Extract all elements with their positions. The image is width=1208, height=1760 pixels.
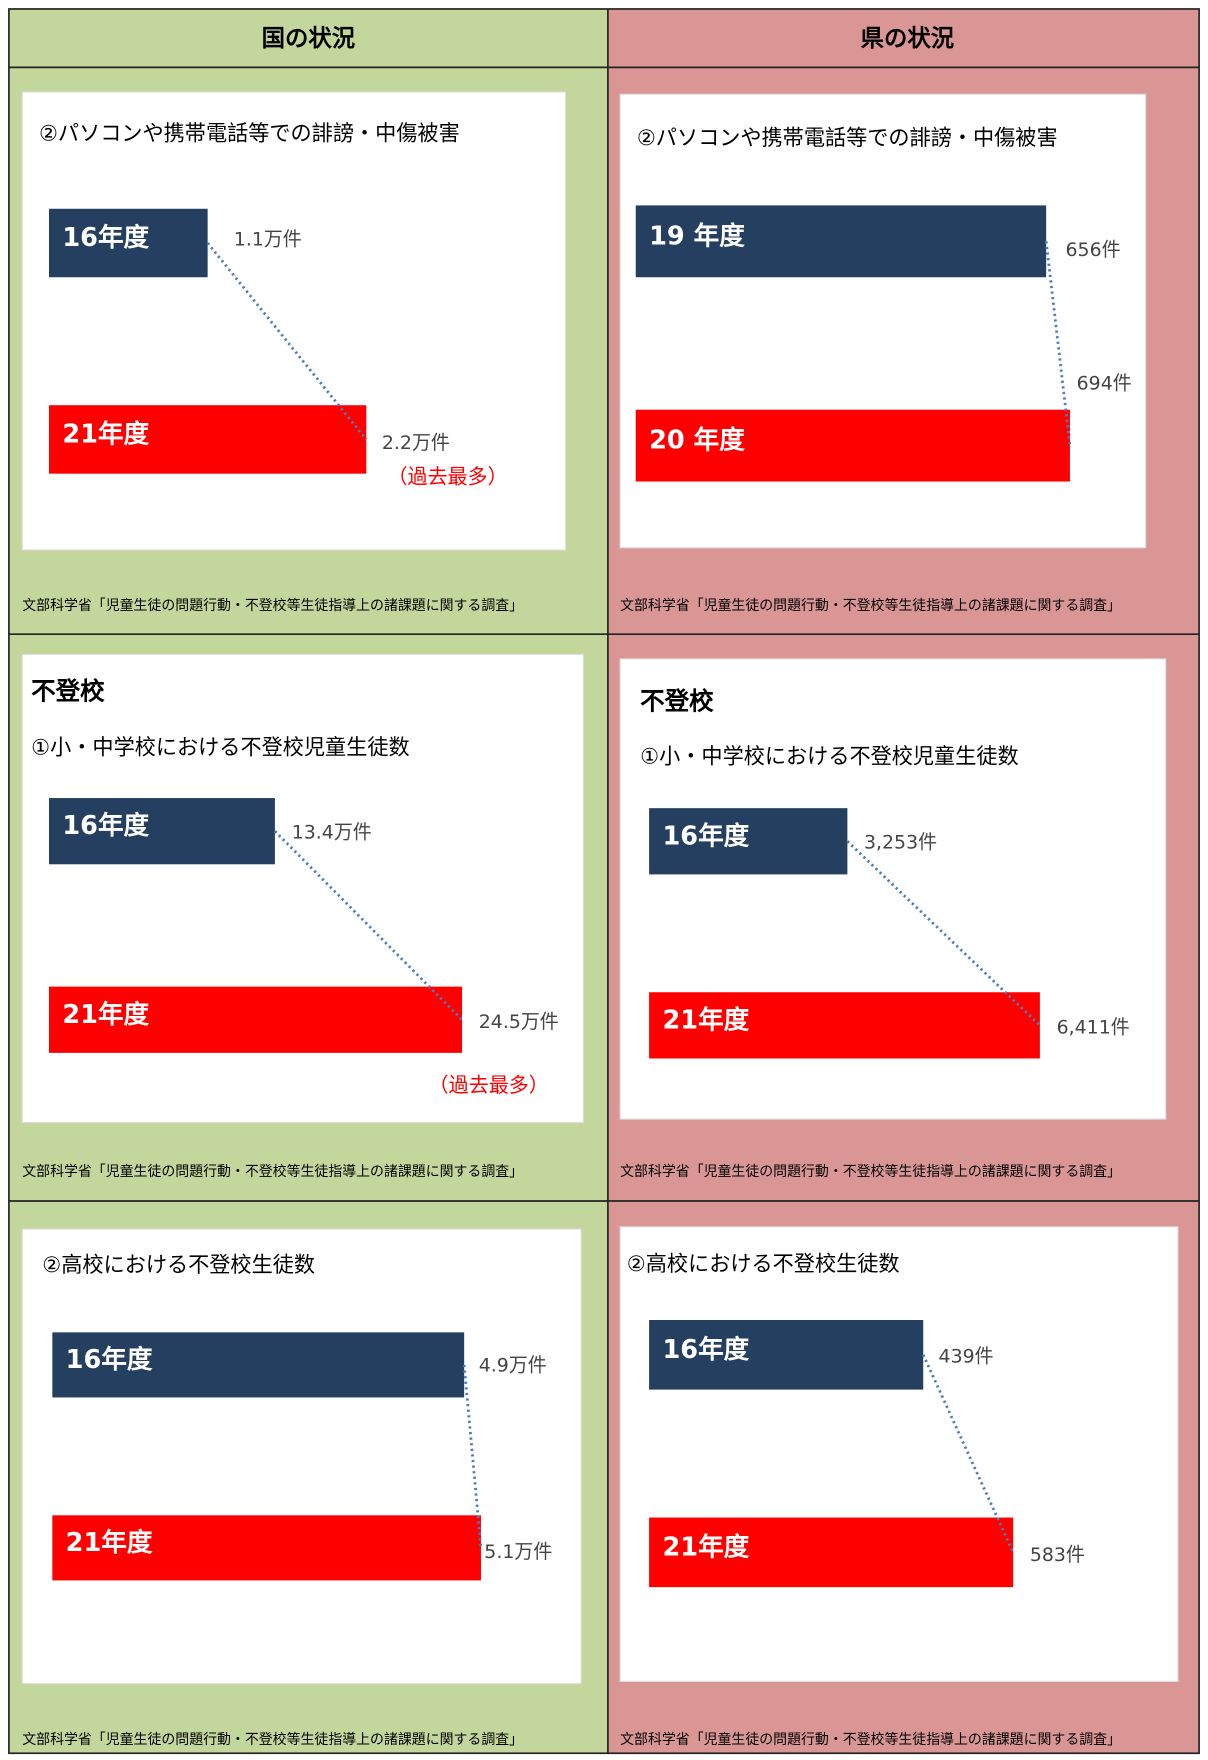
header: 国の状況 [262, 24, 356, 52]
value-label: 3,253件 [864, 831, 937, 853]
bar [48, 986, 463, 1053]
panel-title: ②高校における不登校生徒数 [42, 1253, 315, 1278]
source: 文部科学省「児童生徒の問題行動・不登校等生徒指導上の諸課題に関する調査」 [620, 1731, 1121, 1748]
bar-label: 16年度 [62, 810, 149, 841]
bar [52, 1515, 481, 1581]
bar-label: 19 年度 [649, 220, 745, 251]
value-label: 2.2万件 [382, 432, 450, 454]
bar-label: 21年度 [62, 418, 149, 449]
bar [52, 1332, 465, 1398]
value-label: 1.1万件 [234, 229, 302, 251]
bar-label: 16年度 [662, 1334, 749, 1365]
bar-label: 20 年度 [649, 425, 745, 456]
value-label: 583件 [1030, 1544, 1085, 1566]
bar-label: 21年度 [62, 999, 149, 1030]
connector [1044, 241, 1072, 446]
bar [649, 1320, 924, 1390]
bar [649, 1517, 1014, 1588]
heading: 不登校 [640, 687, 714, 716]
table-lines [8, 8, 1200, 1755]
bar-label: 21年度 [66, 1527, 153, 1558]
connector [462, 1364, 483, 1548]
bar-label: 16年度 [62, 222, 149, 253]
value-label: 13.4万件 [292, 821, 372, 843]
bar [649, 992, 1040, 1059]
bar [635, 409, 1070, 482]
source: 文部科学省「児童生徒の問題行動・不登校等生徒指導上の諸課題に関する調査」 [22, 1731, 523, 1748]
connector [921, 1354, 1015, 1553]
source: 文部科学省「児童生徒の問題行動・不登校等生徒指導上の諸課題に関する調査」 [22, 597, 523, 614]
bar [48, 405, 367, 474]
bar [649, 808, 848, 875]
bar-label: 21年度 [662, 1004, 749, 1035]
heading: 不登校 [31, 676, 105, 705]
panel [619, 1226, 1179, 1682]
bar-label: 16年度 [662, 820, 749, 851]
note: （過去最多） [387, 465, 507, 489]
source: 文部科学省「児童生徒の問題行動・不登校等生徒指導上の諸課題に関する調査」 [22, 1163, 523, 1180]
panel [21, 1228, 582, 1685]
note: （過去最多） [429, 1073, 549, 1097]
value-label: 4.9万件 [479, 1354, 547, 1376]
panel-title: ①小・中学校における不登校児童生徒数 [640, 745, 1018, 770]
panel-title: ②高校における不登校生徒数 [627, 1252, 900, 1277]
value-label: 5.1万件 [484, 1541, 552, 1563]
value-label: 24.5万件 [479, 1011, 559, 1033]
source: 文部科学省「児童生徒の問題行動・不登校等生徒指導上の諸課題に関する調査」 [620, 597, 1121, 614]
panel-title: ①小・中学校における不登校児童生徒数 [31, 736, 409, 761]
panel-title: ②パソコンや携帯電話等での誹謗・中傷被害 [39, 122, 460, 147]
bar-label: 16年度 [66, 1344, 153, 1375]
bar-label: 21年度 [662, 1531, 749, 1562]
bar [48, 208, 208, 278]
value-label: 439件 [939, 1345, 994, 1367]
value-label: 656件 [1065, 239, 1120, 261]
value-label: 6,411件 [1057, 1017, 1130, 1039]
source: 文部科学省「児童生徒の問題行動・不登校等生徒指導上の諸課題に関する調査」 [620, 1163, 1121, 1180]
bar [48, 798, 275, 865]
value-label: 694件 [1077, 372, 1132, 394]
bar [635, 205, 1047, 278]
panel-title: ②パソコンや携帯電話等での誹謗・中傷被害 [637, 126, 1058, 151]
header: 県の状況 [861, 24, 955, 52]
